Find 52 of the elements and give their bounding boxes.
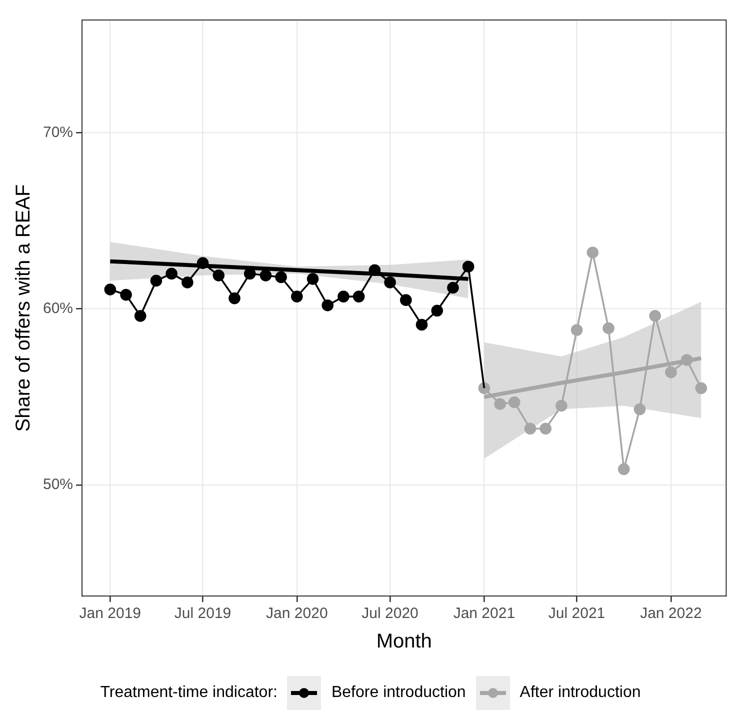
point bbox=[275, 271, 287, 284]
x-axis-title: Month bbox=[376, 630, 432, 653]
point bbox=[260, 270, 272, 282]
point bbox=[120, 288, 132, 301]
legend-label: Before introduction bbox=[331, 684, 466, 702]
x-tick-label: Jul 2021 bbox=[548, 605, 606, 622]
y-tick-label: 70% bbox=[42, 124, 74, 141]
point bbox=[338, 290, 350, 302]
x-tick-label: Jan 2021 bbox=[453, 605, 516, 622]
point bbox=[212, 270, 225, 282]
point bbox=[447, 282, 459, 294]
point bbox=[680, 354, 693, 366]
point bbox=[150, 274, 162, 287]
point bbox=[196, 257, 209, 269]
point bbox=[540, 422, 552, 435]
point bbox=[384, 276, 396, 288]
point bbox=[322, 299, 334, 312]
x-tick-label: Jul 2020 bbox=[362, 605, 418, 622]
legend-title: Treatment-time indicator: bbox=[100, 684, 278, 702]
point bbox=[602, 322, 614, 334]
point bbox=[586, 246, 599, 258]
point bbox=[570, 324, 583, 336]
point bbox=[665, 366, 677, 378]
point bbox=[352, 290, 365, 302]
point bbox=[134, 310, 146, 322]
point bbox=[556, 400, 568, 412]
point bbox=[634, 403, 646, 416]
point bbox=[649, 310, 661, 322]
point bbox=[416, 318, 428, 331]
point bbox=[618, 463, 630, 476]
point bbox=[182, 276, 194, 288]
point bbox=[166, 268, 178, 280]
x-tick-label: Jan 2020 bbox=[266, 605, 328, 622]
point bbox=[104, 284, 116, 296]
point bbox=[368, 264, 381, 276]
point bbox=[462, 260, 474, 273]
x-tick-label: Jul 2019 bbox=[174, 605, 232, 622]
legend-label: After introduction bbox=[520, 684, 641, 702]
point bbox=[508, 396, 520, 408]
y-tick-label: 50% bbox=[42, 476, 74, 494]
y-tick-label: 60% bbox=[42, 300, 74, 318]
point bbox=[695, 382, 708, 394]
point bbox=[400, 294, 412, 306]
point bbox=[291, 290, 303, 302]
x-tick-label: Jan 2019 bbox=[79, 605, 142, 622]
point bbox=[306, 273, 319, 285]
point bbox=[228, 292, 240, 304]
point bbox=[494, 398, 506, 410]
x-tick-label: Jan 2022 bbox=[640, 605, 702, 622]
point bbox=[431, 304, 444, 317]
point bbox=[524, 422, 536, 435]
y-axis-title: Share of offers with a REAF bbox=[12, 184, 35, 432]
